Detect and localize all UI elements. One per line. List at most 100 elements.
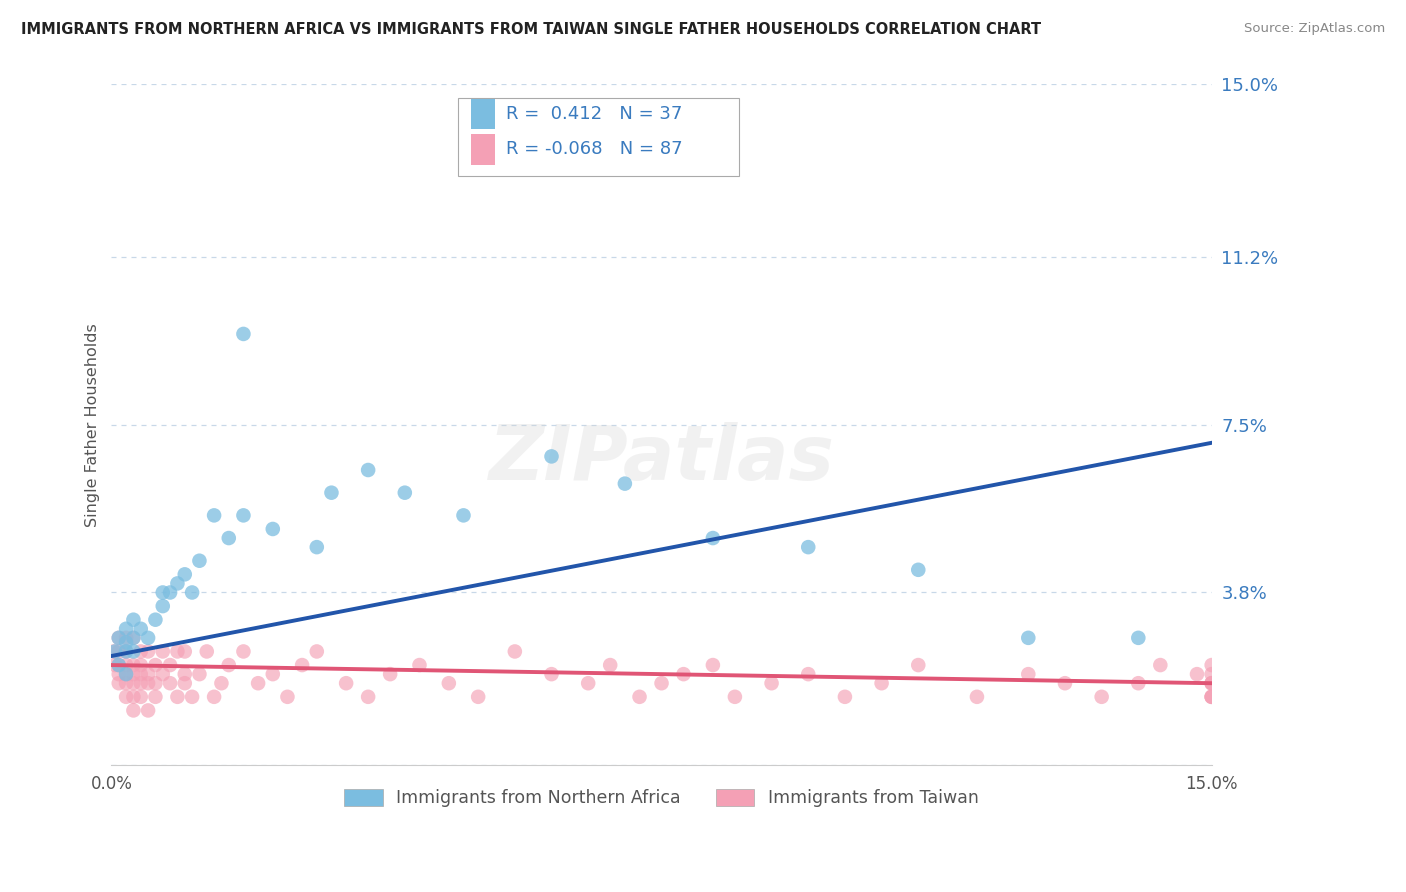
Point — [305, 540, 328, 554]
Point — [104, 658, 127, 673]
Point — [129, 622, 152, 636]
Point — [115, 667, 138, 681]
Point — [159, 676, 181, 690]
Point — [152, 667, 174, 681]
Point — [1017, 631, 1039, 645]
Point — [115, 667, 138, 681]
Point — [145, 613, 167, 627]
Point — [503, 644, 526, 658]
Point — [870, 676, 893, 690]
Point — [115, 690, 138, 704]
Point — [291, 658, 314, 673]
Point — [247, 676, 270, 690]
Point — [107, 644, 129, 658]
Point — [115, 631, 138, 645]
Point — [1017, 667, 1039, 681]
Point — [378, 667, 401, 681]
Point — [136, 703, 159, 717]
Point — [1201, 690, 1223, 704]
Point — [115, 676, 138, 690]
Point — [1128, 631, 1150, 645]
FancyBboxPatch shape — [458, 98, 738, 177]
Point — [122, 690, 145, 704]
Point — [1201, 690, 1223, 704]
Point — [152, 599, 174, 613]
Point — [357, 463, 380, 477]
Text: ZIPatlas: ZIPatlas — [488, 422, 835, 496]
Point — [107, 658, 129, 673]
Point — [628, 690, 651, 704]
Point — [145, 658, 167, 673]
Point — [966, 690, 988, 704]
Point — [122, 631, 145, 645]
Point — [173, 676, 195, 690]
Point — [1201, 667, 1223, 681]
Point — [122, 676, 145, 690]
FancyBboxPatch shape — [471, 99, 495, 129]
Point — [202, 690, 225, 704]
Point — [232, 508, 254, 523]
Point — [103, 644, 125, 658]
Point — [1128, 676, 1150, 690]
Point — [129, 690, 152, 704]
Point — [907, 563, 929, 577]
Point — [173, 644, 195, 658]
Point — [262, 667, 284, 681]
Point — [1201, 676, 1223, 690]
Point — [115, 635, 138, 649]
Point — [613, 476, 636, 491]
Point — [115, 644, 138, 658]
Point — [159, 658, 181, 673]
Point — [107, 658, 129, 673]
Point — [188, 554, 211, 568]
Text: R = -0.068   N = 87: R = -0.068 N = 87 — [506, 140, 683, 158]
Point — [129, 658, 152, 673]
Point — [122, 644, 145, 658]
Point — [1201, 658, 1223, 673]
Point — [107, 667, 129, 681]
Point — [1185, 667, 1208, 681]
Point — [122, 631, 145, 645]
Point — [1149, 658, 1171, 673]
Y-axis label: Single Father Households: Single Father Households — [86, 323, 100, 526]
Point — [173, 567, 195, 582]
Point — [797, 667, 820, 681]
Point — [335, 676, 357, 690]
Point — [305, 644, 328, 658]
Point — [188, 667, 211, 681]
Point — [357, 690, 380, 704]
Point — [122, 658, 145, 673]
Point — [129, 676, 152, 690]
Point — [262, 522, 284, 536]
Point — [321, 485, 343, 500]
Point — [702, 531, 724, 545]
Point — [159, 585, 181, 599]
Point — [761, 676, 783, 690]
Point — [166, 576, 188, 591]
Point — [122, 703, 145, 717]
Point — [1053, 676, 1076, 690]
Point — [1201, 676, 1223, 690]
Point — [181, 585, 204, 599]
Point — [1201, 676, 1223, 690]
Text: IMMIGRANTS FROM NORTHERN AFRICA VS IMMIGRANTS FROM TAIWAN SINGLE FATHER HOUSEHOL: IMMIGRANTS FROM NORTHERN AFRICA VS IMMIG… — [21, 22, 1042, 37]
Point — [797, 540, 820, 554]
Point — [599, 658, 621, 673]
Point — [907, 658, 929, 673]
Point — [394, 485, 416, 500]
Point — [166, 690, 188, 704]
Point — [834, 690, 856, 704]
Point — [107, 676, 129, 690]
Point — [437, 676, 460, 690]
Point — [107, 631, 129, 645]
Point — [276, 690, 298, 704]
Point — [152, 585, 174, 599]
Point — [129, 644, 152, 658]
Point — [145, 690, 167, 704]
Point — [202, 508, 225, 523]
Point — [1091, 690, 1114, 704]
Point — [195, 644, 218, 658]
Point — [122, 667, 145, 681]
Point — [576, 676, 599, 690]
Point — [467, 690, 489, 704]
